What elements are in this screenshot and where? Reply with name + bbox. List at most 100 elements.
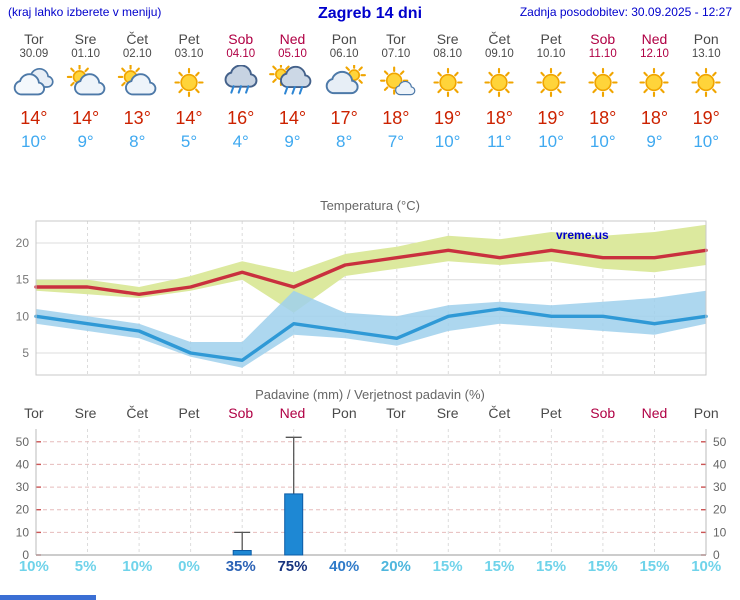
day-date: 12.10 [640, 48, 669, 60]
high-temp: 19° [433, 108, 462, 128]
precip-probability: 35% [225, 558, 256, 575]
high-temp: 18° [382, 108, 410, 128]
partly-cloudy-icon [111, 65, 163, 103]
day-date: 04.10 [226, 48, 256, 60]
precip-probability: 0% [178, 558, 200, 575]
day-column[interactable]: Čet 02.10 13° 8° [111, 29, 163, 152]
sunny-icon [577, 65, 629, 103]
precip-probability: 15% [484, 558, 515, 575]
day-date: 02.10 [122, 48, 152, 60]
day-name: Sre [74, 31, 97, 47]
svg-text:vreme.us: vreme.us [556, 228, 609, 242]
precip-probability: 15% [587, 558, 618, 575]
svg-text:20: 20 [16, 236, 30, 250]
high-temp: 16° [227, 108, 255, 128]
precip-day-label: Sre [436, 405, 459, 421]
precip-probability: 15% [639, 558, 670, 575]
svg-text:30: 30 [713, 480, 727, 494]
high-temp: 13° [123, 108, 151, 128]
day-column[interactable]: Sob 11.10 18° 10° [577, 29, 629, 152]
header: (kraj lahko izberete v meniju) Zagreb 14… [0, 0, 740, 23]
precip-day-labels-row: Tor Sre Čet Pet Sob Ned Pon Tor Sre Čet Pet Sob Ned P… [0, 405, 740, 421]
day-column[interactable]: Pet 10.10 19° 10° [525, 29, 577, 152]
mostly-sunny-icon [370, 65, 422, 103]
precip-day-label: Pet [178, 405, 200, 421]
day-column[interactable]: Tor 30.09 14° 10° [8, 29, 60, 152]
precipitation-section: Padavine (mm) / Verjetnost padavin (%) T… [0, 387, 740, 575]
day-column[interactable]: Sre 08.10 19° 10° [422, 29, 474, 152]
day-column[interactable]: Ned 05.10 14° 9° [267, 29, 319, 152]
day-name: Čet [126, 31, 149, 47]
rain-icon [215, 65, 267, 103]
page-title: Zagreb 14 dni [317, 5, 423, 22]
precip-day-label: Ned [279, 405, 306, 421]
day-name: Čet [488, 31, 511, 47]
svg-text:40: 40 [16, 457, 30, 471]
sunny-icon [163, 65, 215, 103]
precip-probability: 10% [18, 558, 49, 575]
high-temp: 14° [20, 108, 48, 128]
sunny-icon [629, 65, 681, 103]
day-name: Ned [641, 31, 668, 47]
day-column[interactable]: Sob 04.10 16° 4° [215, 29, 267, 152]
high-temp: 19° [537, 108, 565, 128]
svg-text:10: 10 [16, 309, 30, 323]
precip-day-label: Čet [488, 405, 511, 421]
high-temp: 18° [640, 108, 669, 128]
low-temp: 9° [77, 132, 94, 151]
sunny-icon [473, 65, 525, 103]
svg-text:0: 0 [713, 548, 720, 561]
day-column[interactable]: Ned 12.10 18° 9° [629, 29, 681, 152]
sunny-icon [422, 65, 474, 103]
day-date: 01.10 [71, 48, 100, 60]
svg-text:10: 10 [16, 525, 30, 539]
precip-probability: 20% [380, 558, 411, 575]
svg-text:30: 30 [16, 480, 30, 494]
precip-day-label: Tor [386, 405, 406, 421]
showers-icon [267, 65, 319, 103]
day-name: Pon [331, 31, 357, 47]
day-name: Pet [540, 31, 562, 47]
day-name: Tor [386, 31, 406, 47]
precipitation-chart: 0 0 10 10 20 20 30 30 40 40 50 50 [16, 429, 727, 561]
precip-probability: 15% [432, 558, 463, 575]
precip-day-label: Pon [331, 405, 357, 421]
low-temp: 9° [284, 132, 301, 151]
svg-text:50: 50 [16, 435, 30, 449]
svg-text:15: 15 [16, 273, 30, 287]
low-temp: 8° [336, 132, 353, 151]
low-temp: 10° [589, 132, 616, 151]
day-date: 08.10 [433, 48, 462, 60]
precip-day-label: Sre [74, 405, 97, 421]
day-date: 06.10 [329, 48, 359, 60]
precip-probability: 40% [329, 558, 360, 575]
day-column[interactable]: Pet 03.10 14° 5° [163, 29, 215, 152]
cloudy-sun-icon [318, 65, 370, 103]
temperature-chart-title: Temperatura (°C) [320, 198, 420, 213]
day-column[interactable]: Čet 09.10 18° 11° [473, 29, 525, 152]
day-name: Pet [178, 31, 200, 47]
day-column[interactable]: Pon 13.10 19° 10° [680, 29, 732, 152]
high-temp: 14° [71, 108, 100, 128]
footer-partial-bar [0, 595, 96, 600]
precip-probabilities-row: 10% 5% 10% 0% 35% 75% 40% 20% 15% 15% 15% 15% 15% 10% [0, 558, 740, 575]
high-temp: 18° [485, 108, 513, 128]
svg-text:50: 50 [713, 435, 727, 449]
day-name: Ned [279, 31, 306, 47]
high-temp: 18° [589, 108, 617, 128]
day-date: 10.10 [536, 48, 566, 60]
precip-probability: 10% [122, 558, 153, 575]
day-column[interactable]: Tor 07.10 18° 7° [370, 29, 422, 152]
high-temp: 19° [692, 108, 720, 128]
day-column[interactable]: Pon 06.10 17° 8° [318, 29, 370, 152]
low-temp: 10° [693, 132, 720, 151]
precip-day-label: Ned [641, 405, 668, 421]
low-temp: 7° [387, 132, 405, 151]
high-temp: 14° [175, 108, 203, 128]
day-date: 07.10 [381, 48, 411, 60]
low-temp: 10° [21, 132, 47, 151]
forecast-strip: Tor 30.09 14° 10° Sre 01.10 14° 9° Čet 0… [0, 23, 740, 152]
high-temp: 14° [278, 108, 307, 128]
sunny-icon [525, 65, 577, 103]
day-column[interactable]: Sre 01.10 14° 9° [60, 29, 112, 152]
